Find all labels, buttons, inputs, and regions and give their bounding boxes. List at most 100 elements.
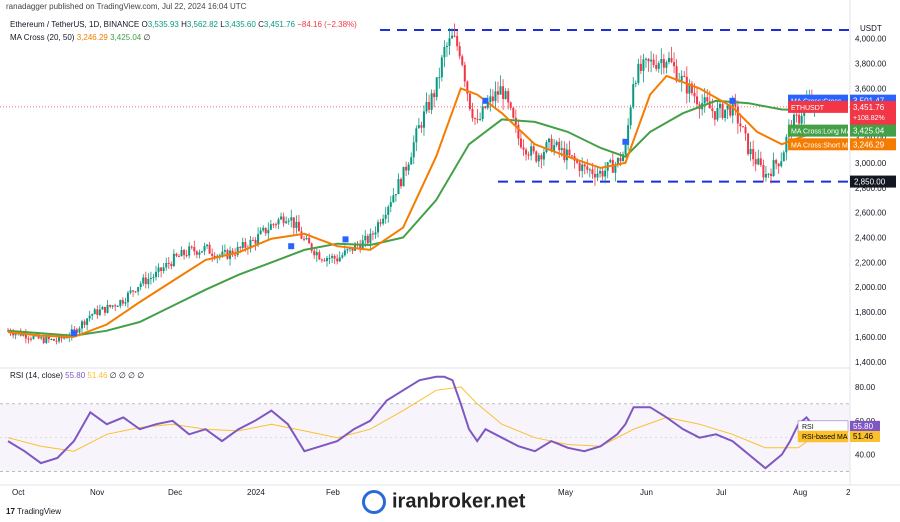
- rsi-name: RSI: [802, 424, 814, 431]
- candle-body: [119, 300, 122, 306]
- candle-body: [558, 141, 561, 151]
- candle-body: [647, 58, 650, 62]
- candle-body: [277, 219, 280, 225]
- candle-body: [257, 234, 260, 244]
- candle-body: [160, 267, 163, 271]
- price-tag-name: MA Cross:Short MA: [791, 142, 853, 149]
- candle-body: [673, 62, 676, 67]
- rsi-band-fill: [0, 403, 850, 472]
- candle-body: [241, 242, 244, 248]
- candle-body: [453, 35, 456, 37]
- short-ma-line: [7, 74, 816, 338]
- rsi-tick-label: 40.00: [855, 451, 876, 460]
- candle-body: [634, 83, 637, 85]
- candle-body: [402, 166, 405, 187]
- candle-body: [627, 125, 630, 145]
- candle-body: [244, 242, 247, 248]
- candle-body: [578, 162, 581, 171]
- candle-body: [50, 339, 53, 341]
- candle-body: [808, 98, 811, 100]
- price-tick-label: 2,800.00: [855, 184, 887, 193]
- candle-body: [101, 307, 104, 310]
- candle-body: [162, 267, 165, 271]
- candle-body: [121, 300, 124, 304]
- candle-body: [223, 250, 226, 252]
- candle-body: [374, 232, 377, 235]
- candle-body: [512, 107, 515, 118]
- tradingview-logo-icon: 17: [6, 507, 15, 516]
- candle-body: [486, 102, 489, 108]
- candle-body: [693, 92, 696, 97]
- candle-body: [331, 255, 334, 258]
- candle-body: [805, 98, 808, 104]
- price-tick-label: 2,400.00: [855, 234, 887, 243]
- price-tick-label: 3,000.00: [855, 159, 887, 168]
- candle-body: [137, 286, 140, 292]
- candle-body: [800, 115, 803, 124]
- candle-body: [47, 336, 50, 340]
- candle-body: [489, 96, 492, 103]
- candle-body: [507, 91, 510, 103]
- price-tag-name-box: [788, 94, 848, 107]
- candle-body: [392, 195, 395, 203]
- candle-body: [280, 216, 283, 220]
- candle-body: [588, 169, 591, 171]
- candle-body: [323, 260, 326, 262]
- candle-body: [652, 59, 655, 66]
- candle-body: [780, 161, 783, 167]
- candle-body: [747, 133, 750, 155]
- candle-body: [139, 283, 142, 287]
- candle-body: [504, 91, 507, 100]
- candle-body: [759, 158, 762, 165]
- candle-body: [40, 337, 43, 339]
- candle-body: [116, 305, 119, 307]
- candle-body: [300, 231, 303, 239]
- candle-body: [502, 86, 505, 100]
- candle-body: [193, 247, 196, 252]
- candle-body: [530, 146, 533, 156]
- candle-body: [560, 148, 563, 151]
- time-tick-label: Feb: [326, 488, 340, 497]
- candle-body: [389, 202, 392, 207]
- low-value: 3,435.60: [224, 20, 256, 29]
- price-tag-name-box: [788, 124, 848, 137]
- candle-body: [629, 107, 632, 126]
- ma-cross-marker: [622, 138, 629, 145]
- candle-body: [88, 315, 91, 319]
- candle-body: [471, 109, 474, 119]
- candle-body: [718, 103, 721, 109]
- candle-body: [540, 155, 543, 160]
- candle-body: [435, 77, 438, 98]
- candle-body: [218, 255, 221, 257]
- candle-body: [19, 331, 22, 336]
- candle-body: [785, 136, 788, 153]
- candle-body: [213, 255, 216, 259]
- candle-body: [775, 160, 778, 164]
- candle-body: [438, 77, 441, 79]
- candle-body: [519, 138, 522, 148]
- ma-legend[interactable]: MA Cross (20, 50) 3,246.29 3,425.04 ∅: [10, 33, 150, 42]
- candle-body: [251, 239, 254, 241]
- candle-body: [32, 335, 35, 339]
- price-tag-value-box: [850, 100, 896, 133]
- price-tag-name: ETHUSDT: [791, 105, 825, 112]
- price-tag-value-box: [850, 138, 896, 151]
- candle-body: [144, 277, 147, 285]
- rsi-legend[interactable]: RSI (14, close) 55.80 51.46 ∅ ∅ ∅ ∅: [10, 371, 144, 380]
- tradingview-brand[interactable]: 17 TradingView: [6, 507, 61, 516]
- candle-body: [553, 145, 556, 152]
- candle-body: [86, 318, 89, 325]
- ma-long-value: 3,425.04: [110, 33, 142, 42]
- candle-body: [290, 217, 293, 221]
- candle-body: [170, 263, 173, 266]
- candle-body: [550, 138, 553, 152]
- candle-body: [351, 247, 354, 251]
- candle-body: [229, 250, 232, 259]
- candle-body: [443, 46, 446, 58]
- candle-body: [249, 239, 252, 249]
- candle-body: [165, 262, 168, 268]
- time-tick-label: Dec: [168, 488, 182, 497]
- candle-body: [757, 158, 760, 165]
- candle-body: [573, 156, 576, 161]
